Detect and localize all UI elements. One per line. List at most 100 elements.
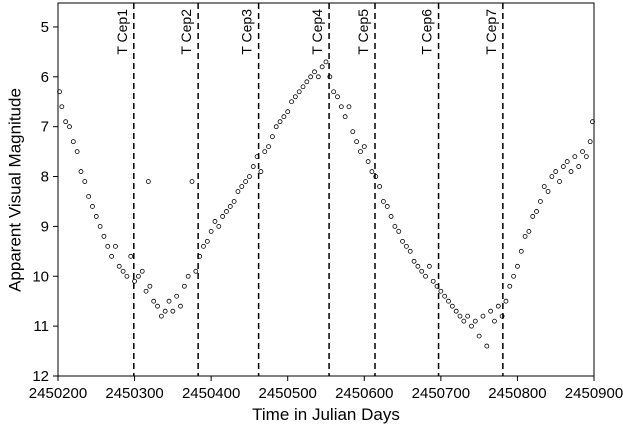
data-point	[549, 174, 555, 179]
data-point	[216, 224, 222, 229]
data-point	[358, 149, 363, 155]
y-axis-title: Apparent Visual Magnitude	[5, 88, 24, 292]
data-point	[135, 273, 141, 279]
data-point	[212, 219, 218, 224]
x-tick-label: 2450900	[565, 385, 623, 402]
data-point	[193, 268, 199, 274]
data-point	[518, 248, 524, 254]
data-point	[277, 119, 283, 125]
data-point	[446, 298, 451, 304]
data-point	[128, 253, 134, 259]
data-point	[185, 273, 191, 279]
data-point	[224, 209, 229, 214]
marker-label: T Cep5	[355, 9, 371, 55]
data-point	[285, 109, 291, 115]
data-point	[174, 293, 180, 299]
y-tick-label: 9	[41, 218, 49, 235]
data-point	[534, 209, 539, 214]
data-point	[369, 169, 375, 174]
x-tick-label: 2450200	[29, 385, 87, 402]
data-point	[590, 119, 595, 125]
data-point	[82, 179, 88, 184]
marker-label: T Cep2	[178, 9, 194, 55]
data-point	[90, 204, 95, 209]
data-point	[557, 179, 562, 184]
data-point	[155, 303, 160, 309]
y-tick-label: 10	[32, 268, 49, 285]
data-point	[423, 273, 428, 279]
data-point	[235, 189, 241, 194]
data-point	[323, 59, 329, 65]
data-point	[580, 149, 585, 155]
data-point	[388, 214, 394, 219]
data-point	[338, 104, 344, 110]
data-point	[273, 124, 279, 130]
data-point	[515, 263, 520, 269]
data-point	[162, 308, 168, 314]
data-point	[63, 119, 69, 125]
data-point	[346, 104, 352, 110]
data-point	[335, 94, 340, 100]
data-point	[120, 268, 126, 274]
data-point	[250, 164, 256, 169]
data-point	[511, 273, 516, 279]
data-point	[178, 303, 183, 309]
data-point	[312, 69, 317, 75]
data-point	[495, 303, 501, 309]
data-point	[430, 278, 436, 284]
y-tick-label: 5	[41, 19, 49, 36]
data-point	[105, 243, 111, 249]
data-point	[350, 129, 356, 135]
data-point	[415, 263, 421, 269]
x-tick-label: 2450300	[105, 385, 163, 402]
data-point	[231, 199, 237, 204]
data-point	[292, 94, 298, 100]
data-point	[541, 184, 547, 189]
data-point	[522, 233, 528, 239]
data-point	[139, 268, 145, 274]
data-point	[419, 268, 425, 274]
x-tick-label: 2450800	[488, 385, 546, 402]
data-point	[166, 298, 172, 304]
data-point	[407, 248, 413, 254]
data-point	[576, 164, 582, 169]
x-axis-title: Time in Julian Days	[252, 405, 400, 424]
data-point	[331, 89, 337, 95]
data-point	[67, 124, 72, 130]
data-point	[113, 243, 118, 249]
data-point	[492, 318, 497, 324]
y-tick-label: 12	[32, 368, 49, 385]
data-point	[342, 114, 348, 120]
x-tick-label: 2450700	[412, 385, 470, 402]
data-point	[365, 159, 371, 164]
data-point	[59, 104, 65, 110]
data-point	[319, 64, 325, 70]
data-point	[480, 313, 486, 319]
data-point	[377, 184, 383, 189]
data-point	[181, 283, 187, 289]
data-point	[553, 169, 559, 174]
data-point	[587, 139, 593, 145]
data-point	[308, 74, 314, 80]
data-point	[572, 154, 578, 159]
data-point	[426, 263, 432, 269]
data-point	[396, 228, 402, 234]
data-point	[145, 179, 151, 184]
data-point	[124, 273, 130, 279]
data-point	[201, 243, 206, 249]
marker-label: T Cep7	[483, 9, 499, 55]
data-point	[381, 199, 386, 204]
data-point	[400, 238, 405, 244]
y-tick-label: 8	[41, 169, 49, 186]
data-point	[442, 293, 448, 299]
data-point	[457, 313, 463, 319]
data-point	[239, 184, 245, 189]
data-point	[189, 179, 195, 184]
data-point	[507, 283, 513, 289]
data-point	[583, 154, 589, 159]
data-point	[564, 159, 570, 164]
data-point	[476, 333, 482, 339]
data-point	[262, 149, 268, 155]
marker-label: T Cep4	[309, 9, 325, 55]
